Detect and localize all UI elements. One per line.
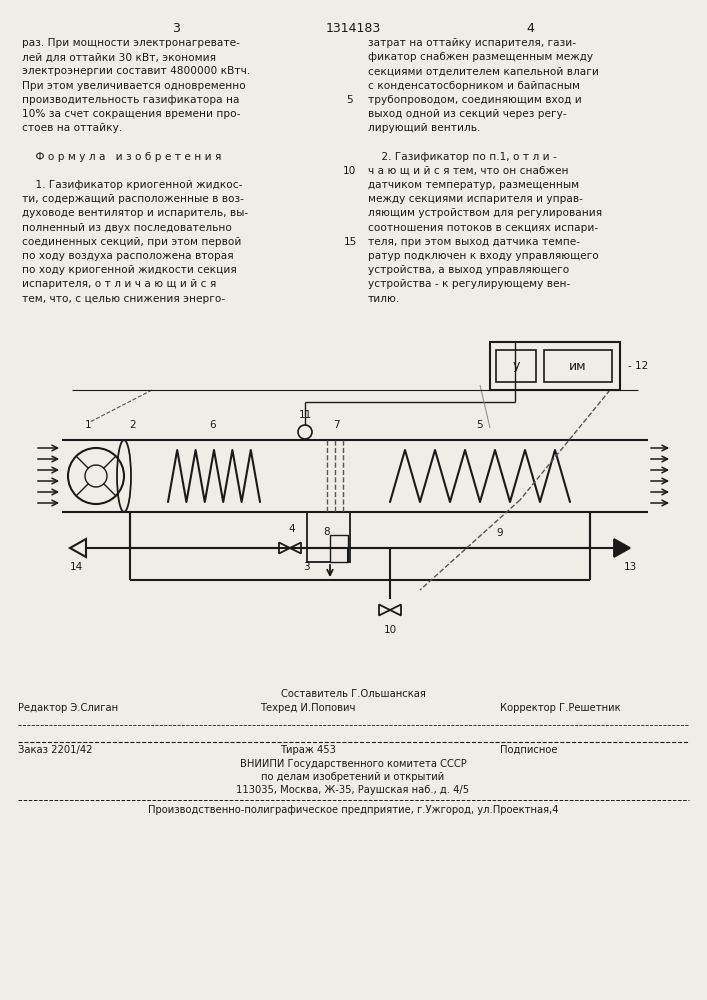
Text: ратур подключен к входу управляющего: ратур подключен к входу управляющего xyxy=(368,251,599,261)
Polygon shape xyxy=(390,604,401,615)
Text: 5: 5 xyxy=(477,420,484,430)
Text: 11: 11 xyxy=(298,410,312,420)
Text: соединенных секций, при этом первой: соединенных секций, при этом первой xyxy=(22,237,241,247)
Text: 14: 14 xyxy=(69,562,83,572)
Polygon shape xyxy=(614,539,630,557)
Text: 10: 10 xyxy=(383,625,397,635)
Text: ти, содержащий расположенные в воз-: ти, содержащий расположенные в воз- xyxy=(22,194,244,204)
Text: лей для оттайки 30 кВт, экономия: лей для оттайки 30 кВт, экономия xyxy=(22,52,216,62)
FancyBboxPatch shape xyxy=(496,350,536,382)
Text: 2. Газификатор по п.1, о т л и -: 2. Газификатор по п.1, о т л и - xyxy=(368,152,556,162)
Text: 1: 1 xyxy=(85,420,91,430)
Text: 8: 8 xyxy=(324,527,330,537)
Text: по делам изобретений и открытий: по делам изобретений и открытий xyxy=(262,772,445,782)
Text: 4: 4 xyxy=(288,524,296,534)
Text: между секциями испарителя и управ-: между секциями испарителя и управ- xyxy=(368,194,583,204)
Text: 4: 4 xyxy=(526,22,534,35)
Text: электроэнергии составит 4800000 кВтч.: электроэнергии составит 4800000 кВтч. xyxy=(22,66,250,76)
Text: 5: 5 xyxy=(346,95,354,105)
Text: теля, при этом выход датчика темпе-: теля, при этом выход датчика темпе- xyxy=(368,237,580,247)
Text: - 12: - 12 xyxy=(628,361,648,371)
Text: датчиком температур, размещенным: датчиком температур, размещенным xyxy=(368,180,579,190)
Text: 9: 9 xyxy=(497,528,503,538)
Text: Редактор Э.Слиган: Редактор Э.Слиган xyxy=(18,703,118,713)
FancyBboxPatch shape xyxy=(330,534,348,562)
Text: Техред И.Попович: Техред И.Попович xyxy=(260,703,356,713)
Text: Корректор Г.Решетник: Корректор Г.Решетник xyxy=(500,703,621,713)
Text: по ходу криогенной жидкости секция: по ходу криогенной жидкости секция xyxy=(22,265,237,275)
Text: по ходу воздуха расположена вторая: по ходу воздуха расположена вторая xyxy=(22,251,233,261)
Text: духоводе вентилятор и испаритель, вы-: духоводе вентилятор и испаритель, вы- xyxy=(22,208,248,218)
Text: 6: 6 xyxy=(210,420,216,430)
Text: 113035, Москва, Ж-35, Раушская наб., д. 4/5: 113035, Москва, Ж-35, Раушская наб., д. … xyxy=(236,785,469,795)
Text: 10: 10 xyxy=(344,166,357,176)
Polygon shape xyxy=(279,542,290,554)
Text: раз. При мощности электронагревате-: раз. При мощности электронагревате- xyxy=(22,38,240,48)
Text: Ф о р м у л а   и з о б р е т е н и я: Ф о р м у л а и з о б р е т е н и я xyxy=(22,152,221,162)
Text: Подписное: Подписное xyxy=(500,745,558,755)
Text: 3: 3 xyxy=(303,562,309,572)
Text: 2: 2 xyxy=(129,420,136,430)
Text: устройства - к регулирующему вен-: устройства - к регулирующему вен- xyxy=(368,279,571,289)
Text: 1314183: 1314183 xyxy=(325,22,380,35)
Text: лирующий вентиль.: лирующий вентиль. xyxy=(368,123,480,133)
Text: секциями отделителем капельной влаги: секциями отделителем капельной влаги xyxy=(368,66,599,76)
Text: тилю.: тилю. xyxy=(368,294,400,304)
Polygon shape xyxy=(290,542,301,554)
Polygon shape xyxy=(379,604,390,615)
Text: соотношения потоков в секциях испари-: соотношения потоков в секциях испари- xyxy=(368,223,598,233)
Text: устройства, а выход управляющего: устройства, а выход управляющего xyxy=(368,265,569,275)
Text: 10% за счет сокращения времени про-: 10% за счет сокращения времени про- xyxy=(22,109,240,119)
Text: испарителя, о т л и ч а ю щ и й с я: испарителя, о т л и ч а ю щ и й с я xyxy=(22,279,216,289)
Text: у: у xyxy=(513,360,520,372)
FancyBboxPatch shape xyxy=(307,512,350,562)
FancyBboxPatch shape xyxy=(544,350,612,382)
Text: стоев на оттайку.: стоев на оттайку. xyxy=(22,123,122,133)
FancyBboxPatch shape xyxy=(490,342,620,390)
Text: Тираж 453: Тираж 453 xyxy=(280,745,336,755)
Text: ч а ю щ и й с я тем, что он снабжен: ч а ю щ и й с я тем, что он снабжен xyxy=(368,166,568,176)
Text: 1. Газификатор криогенной жидкос-: 1. Газификатор криогенной жидкос- xyxy=(22,180,243,190)
Text: с конденсатосборником и байпасным: с конденсатосборником и байпасным xyxy=(368,81,580,91)
Text: полненный из двух последовательно: полненный из двух последовательно xyxy=(22,223,232,233)
Text: трубопроводом, соединяющим вход и: трубопроводом, соединяющим вход и xyxy=(368,95,582,105)
Text: Производственно-полиграфическое предприятие, г.Ужгород, ул.Проектная,4: Производственно-полиграфическое предприя… xyxy=(148,805,559,815)
Text: Заказ 2201/42: Заказ 2201/42 xyxy=(18,745,93,755)
Text: фикатор снабжен размещенным между: фикатор снабжен размещенным между xyxy=(368,52,593,62)
Text: 7: 7 xyxy=(333,420,339,430)
Text: им: им xyxy=(569,360,587,372)
Text: При этом увеличивается одновременно: При этом увеличивается одновременно xyxy=(22,81,246,91)
Text: затрат на оттайку испарителя, гази-: затрат на оттайку испарителя, гази- xyxy=(368,38,576,48)
Text: производительность газификатора на: производительность газификатора на xyxy=(22,95,240,105)
Text: Составитель Г.Ольшанская: Составитель Г.Ольшанская xyxy=(281,689,426,699)
Text: ляющим устройством для регулирования: ляющим устройством для регулирования xyxy=(368,208,602,218)
Text: 15: 15 xyxy=(344,237,356,247)
Text: ВНИИПИ Государственного комитета СССР: ВНИИПИ Государственного комитета СССР xyxy=(240,759,467,769)
Text: тем, что, с целью снижения энерго-: тем, что, с целью снижения энерго- xyxy=(22,294,225,304)
Text: выход одной из секций через регу-: выход одной из секций через регу- xyxy=(368,109,566,119)
Text: 3: 3 xyxy=(172,22,180,35)
Text: 13: 13 xyxy=(624,562,636,572)
